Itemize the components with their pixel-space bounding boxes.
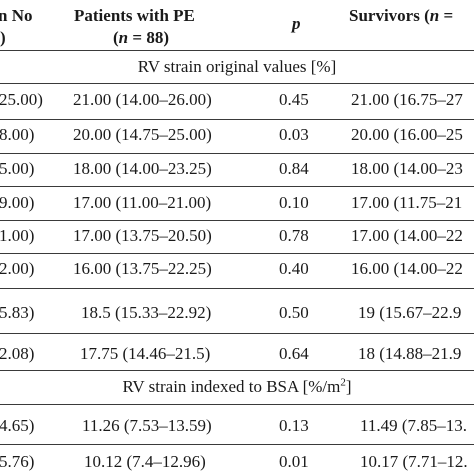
row-8-pe: 11.26 (7.53–13.59) (82, 416, 212, 435)
section-title-original: RV strain original values [%] (137, 57, 337, 76)
row-7-pe: 17.75 (14.46–21.5) (80, 344, 211, 363)
section-title-indexed: RV strain indexed to BSA [%/m2] (122, 376, 352, 396)
row-2-p: 0.84 (279, 159, 309, 178)
row-7-surv: 18 (14.88–21.9 (358, 344, 462, 363)
row-rule (0, 333, 474, 334)
row-3-col1: 9.00) (0, 193, 35, 212)
row-8-surv: 11.49 (7.85–13. (360, 416, 468, 435)
row-9-surv: 10.17 (7.71–12. (360, 452, 468, 471)
row-4-col1: 1.00) (0, 226, 35, 245)
row-2-pe: 18.00 (14.00–23.25) (73, 159, 212, 178)
row-9-pe: 10.12 (7.4–12.96) (84, 452, 206, 471)
header-col1-line2: ) (0, 28, 6, 47)
row-rule (0, 370, 474, 371)
row-1-p: 0.03 (279, 125, 309, 144)
row-rule (0, 253, 474, 254)
row-6-p: 0.50 (279, 303, 309, 322)
header-rule (0, 50, 474, 51)
row-7-p: 0.64 (279, 344, 309, 363)
header-survivors: Survivors (n = (349, 6, 454, 25)
row-4-surv: 17.00 (14.00–22 (351, 226, 463, 245)
row-0-p: 0.45 (279, 90, 309, 109)
section-rule (0, 404, 474, 405)
row-8-p: 0.13 (279, 416, 309, 435)
header-pe-line2: (n = 88) (113, 28, 169, 47)
row-6-pe: 18.5 (15.33–22.92) (81, 303, 212, 322)
row-1-pe: 20.00 (14.75–25.00) (73, 125, 212, 144)
row-rule (0, 444, 474, 445)
row-1-surv: 20.00 (16.00–25 (351, 125, 463, 144)
row-7-col1: 2.08) (0, 344, 35, 363)
row-0-surv: 21.00 (16.75–27 (351, 90, 463, 109)
row-5-pe: 16.00 (13.75–22.25) (73, 259, 212, 278)
row-0-pe: 21.00 (14.00–26.00) (73, 90, 212, 109)
row-2-surv: 18.00 (14.00–23 (351, 159, 463, 178)
row-rule (0, 220, 474, 221)
row-rule (0, 119, 474, 120)
row-1-col1: 8.00) (0, 125, 35, 144)
row-rule (0, 288, 474, 289)
header-p: p (292, 14, 301, 33)
row-5-col1: 2.00) (0, 259, 35, 278)
row-rule (0, 153, 474, 154)
row-6-surv: 19 (15.67–22.9 (358, 303, 462, 322)
row-9-p: 0.01 (279, 452, 309, 471)
row-rule (0, 186, 474, 187)
section-rule (0, 83, 474, 84)
row-8-col1: 4.65) (0, 416, 35, 435)
row-3-surv: 17.00 (11.75–21 (351, 193, 463, 212)
row-5-p: 0.40 (279, 259, 309, 278)
header-pe-line1: Patients with PE (74, 6, 195, 25)
row-6-col1: 5.83) (0, 303, 35, 322)
row-0-col1: 25.00) (0, 90, 43, 109)
row-3-pe: 17.00 (11.00–21.00) (73, 193, 212, 212)
row-4-pe: 17.00 (13.75–20.50) (73, 226, 212, 245)
row-9-col1: 5.76) (0, 452, 35, 471)
header-col1-line1: n No (0, 6, 33, 25)
row-5-surv: 16.00 (14.00–22 (351, 259, 463, 278)
row-4-p: 0.78 (279, 226, 309, 245)
row-2-col1: 5.00) (0, 159, 35, 178)
row-3-p: 0.10 (279, 193, 309, 212)
